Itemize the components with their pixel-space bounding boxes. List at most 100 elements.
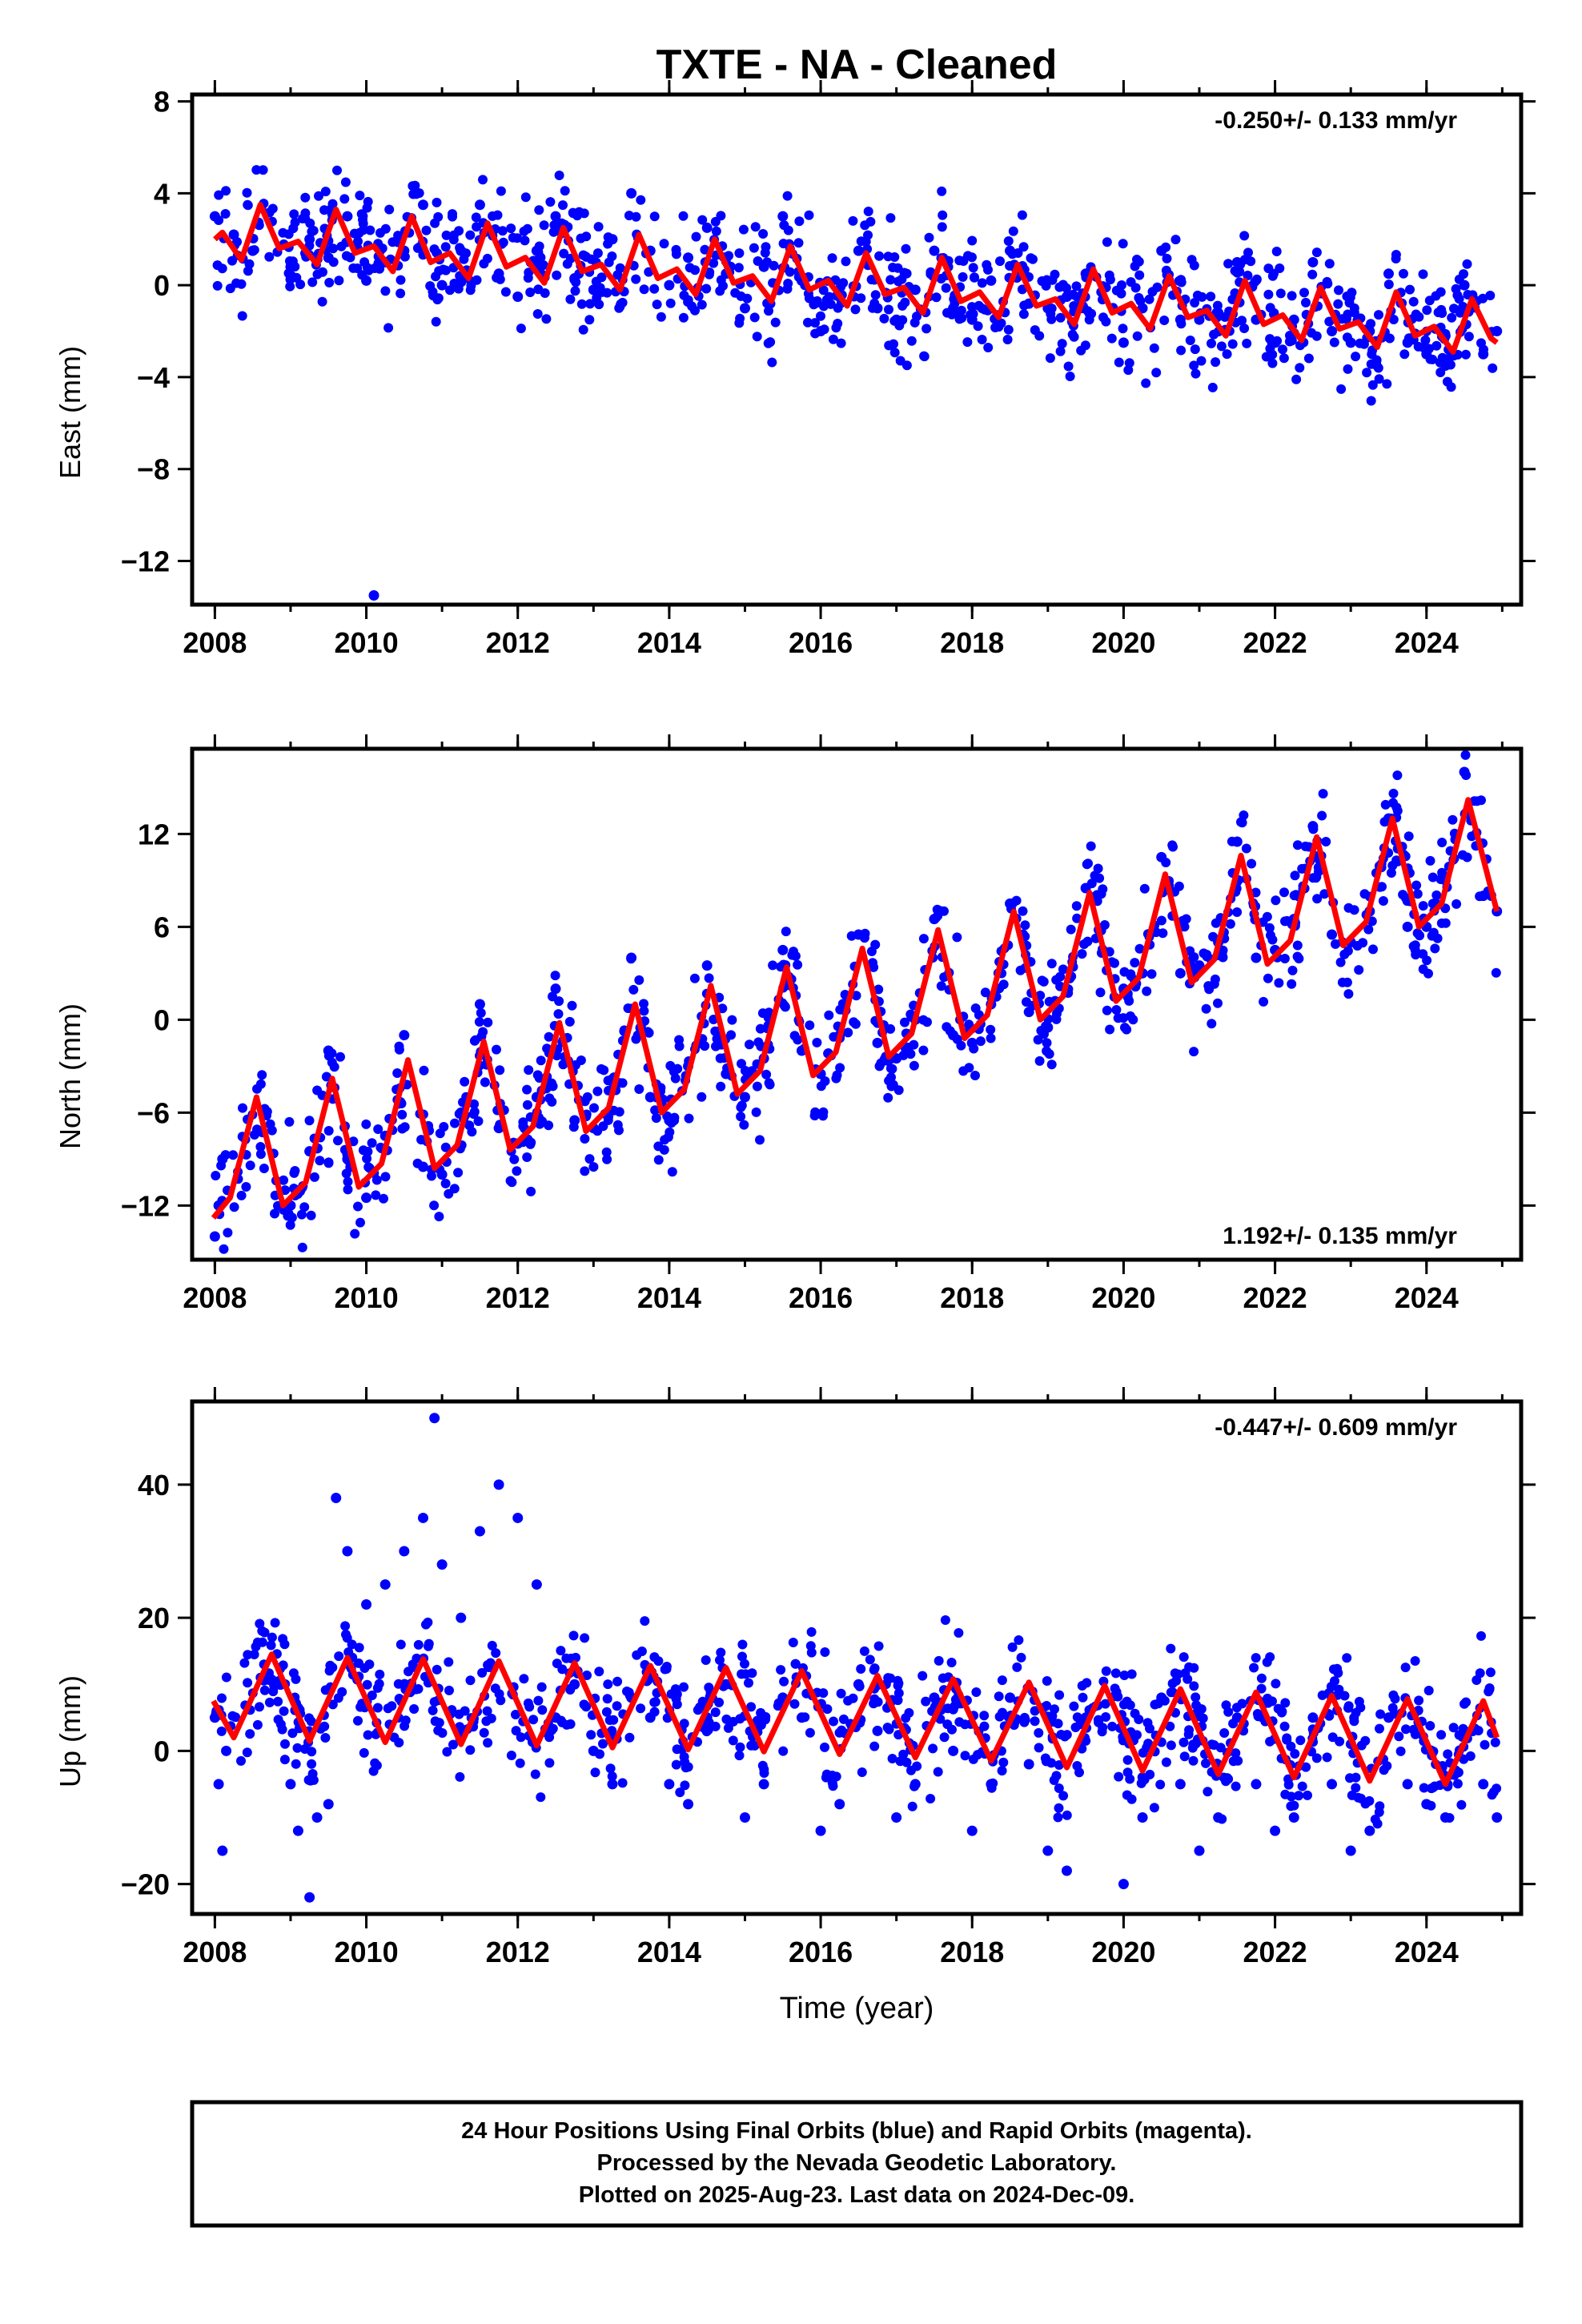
data-point [1102, 237, 1112, 247]
data-point [303, 1775, 314, 1785]
data-point [354, 1642, 364, 1653]
data-point [701, 1655, 711, 1665]
observation-point [1478, 348, 1489, 360]
observation-point [929, 1692, 940, 1703]
data-point [740, 1659, 749, 1669]
data-point [306, 1210, 316, 1220]
data-point [736, 1102, 746, 1112]
data-point [1211, 918, 1221, 928]
data-point [886, 1081, 897, 1092]
data-point [483, 1738, 493, 1748]
data-point [857, 1767, 867, 1777]
data-point [337, 1687, 347, 1697]
data-point [730, 287, 741, 298]
x-tick-label: 2020 [1091, 1281, 1155, 1314]
data-point [236, 1190, 247, 1200]
data-point [1141, 378, 1151, 388]
observation-point [217, 1153, 228, 1164]
data-point [764, 1007, 774, 1018]
data-point [300, 192, 311, 203]
data-point [1122, 1024, 1132, 1035]
data-point [304, 1116, 315, 1126]
data-point [270, 1208, 279, 1219]
data-point [371, 1760, 382, 1771]
data-point [1290, 870, 1300, 881]
data-point [1099, 920, 1110, 930]
data-point [1078, 1692, 1088, 1703]
data-point [448, 209, 457, 219]
data-point [737, 1059, 746, 1069]
data-point [1425, 855, 1435, 866]
data-point [1388, 788, 1399, 798]
data-point [1037, 975, 1047, 986]
observation-point [474, 1526, 485, 1537]
data-point [244, 259, 255, 269]
data-point [1030, 1706, 1040, 1716]
data-point [229, 1202, 239, 1212]
data-point [967, 235, 978, 246]
data-point [604, 1715, 615, 1725]
data-point [994, 1691, 1004, 1702]
data-point [1447, 312, 1457, 323]
data-point [1207, 1739, 1217, 1750]
data-point [1431, 890, 1442, 900]
data-point [1355, 1793, 1366, 1803]
data-point [544, 1031, 554, 1042]
data-point [239, 1658, 250, 1668]
data-point [1047, 275, 1058, 285]
data-point [1046, 1059, 1057, 1070]
observation-point [1270, 1825, 1281, 1836]
data-point [1366, 396, 1376, 406]
data-point [983, 264, 993, 275]
data-point [559, 248, 569, 259]
observation-point [872, 1725, 883, 1736]
data-point [335, 1051, 345, 1062]
data-point [889, 348, 900, 358]
data-point [265, 1119, 275, 1129]
data-point [789, 1699, 800, 1709]
data-point [904, 1707, 914, 1718]
data-point [1165, 1721, 1175, 1731]
data-point [1003, 236, 1014, 246]
data-point [728, 1735, 738, 1746]
observation-point [1345, 337, 1356, 348]
data-point [1324, 316, 1335, 327]
data-point [535, 1119, 545, 1129]
data-point [1063, 361, 1074, 372]
data-point [1488, 363, 1498, 373]
data-point [255, 1149, 266, 1160]
data-point [968, 263, 978, 273]
data-point [1367, 380, 1378, 390]
north-frame [190, 746, 1524, 1262]
data-point [869, 1741, 880, 1751]
y-tick-label: 40 [138, 1469, 170, 1502]
observation-point [417, 1161, 428, 1172]
data-point [825, 299, 836, 309]
data-point [1191, 1739, 1201, 1749]
data-point [1367, 349, 1377, 360]
observation-point [456, 245, 467, 256]
observation-point [966, 314, 978, 325]
data-point [671, 1759, 681, 1770]
data-point [589, 1103, 599, 1113]
data-point [506, 223, 516, 234]
data-point [251, 165, 262, 175]
data-point [1374, 310, 1383, 320]
data-point [533, 1695, 544, 1706]
data-point [1151, 368, 1162, 378]
data-point [1076, 345, 1086, 356]
observation-point [292, 1825, 303, 1836]
data-point [1243, 247, 1253, 258]
data-point [537, 1705, 548, 1715]
data-point [1223, 1774, 1234, 1784]
x-tick-label: 2008 [183, 1936, 247, 1968]
data-point [285, 281, 295, 292]
data-point [1388, 315, 1399, 324]
data-point [1155, 1779, 1166, 1790]
data-point [624, 1732, 635, 1743]
data-point [1379, 1765, 1389, 1775]
data-point [1181, 914, 1191, 924]
data-point [1084, 315, 1094, 325]
data-point [1213, 998, 1223, 1008]
data-point [761, 1711, 771, 1722]
